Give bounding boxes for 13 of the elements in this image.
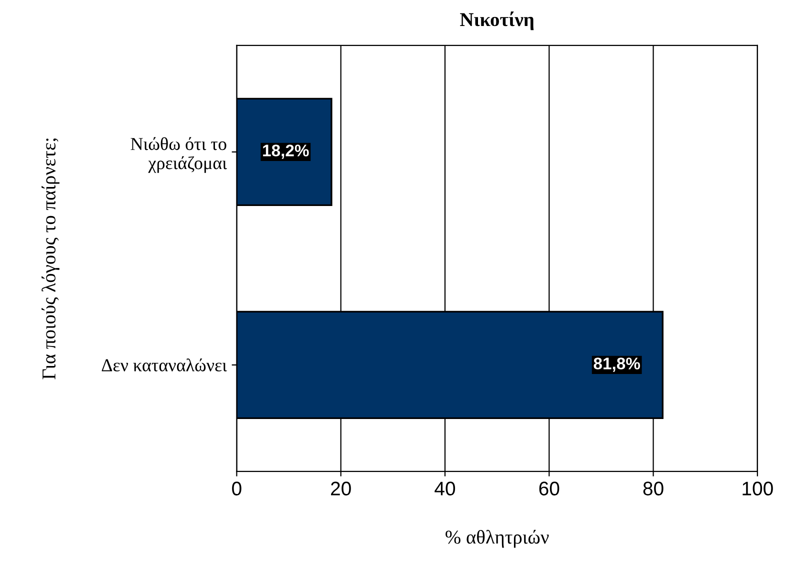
x-tick-label: 80 (643, 482, 664, 496)
x-tick-label: 60 (539, 482, 560, 496)
chart-title: Νικοτίνη (460, 12, 534, 30)
y-tick-label: Δεν καταναλώνει (102, 358, 227, 372)
x-tick-label: 40 (434, 482, 456, 496)
data-label: 81,8% (594, 358, 640, 372)
x-axis-title: % αθλητριών (446, 530, 549, 548)
x-tick-label: 20 (331, 482, 351, 496)
x-tick-label: 100 (742, 482, 773, 496)
x-tick-label: 0 (232, 482, 242, 496)
y-axis-title: Για ποιούς λόγους το παίρνετε; (42, 138, 60, 380)
y-tick-label: Νιώθω ότι το χρειάζομαι (130, 137, 227, 173)
data-label: 18,2% (263, 144, 309, 159)
